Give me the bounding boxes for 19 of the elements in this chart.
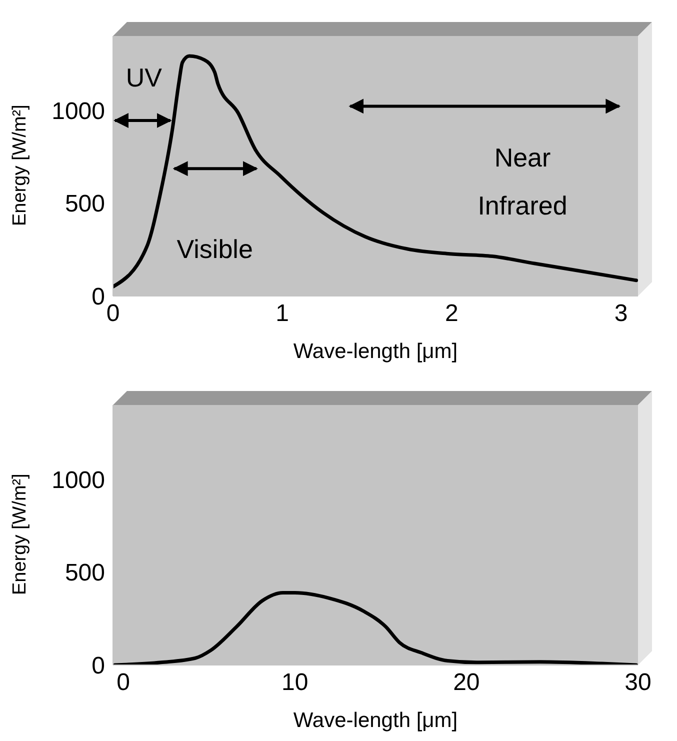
x-tick-label: 2 bbox=[445, 300, 458, 328]
y-axis-title: Energy [W/m²] bbox=[10, 104, 31, 226]
x-tick-label: 30 bbox=[624, 669, 652, 696]
x-tick-label: 20 bbox=[453, 669, 480, 696]
x-axis-title: Wave-length [μm] bbox=[293, 709, 458, 732]
y-tick-label: 1000 bbox=[52, 98, 105, 125]
y-tick-label: 1000 bbox=[52, 466, 105, 494]
y-tick-label: 500 bbox=[64, 190, 105, 218]
x-tick-label: 3 bbox=[614, 300, 628, 328]
annotation: UV bbox=[126, 62, 163, 93]
x-axis-title: Wave-length [μm] bbox=[293, 340, 458, 363]
y-tick-label: 500 bbox=[64, 560, 105, 587]
line-series bbox=[113, 54, 638, 288]
y-axis-title: Energy [W/m²] bbox=[10, 474, 31, 595]
x-tick-label: 0 bbox=[116, 669, 130, 696]
annotation: Visible bbox=[176, 234, 253, 264]
x-tick-label: 10 bbox=[282, 669, 308, 696]
x-tick-label: 1 bbox=[276, 300, 290, 328]
annotation: Near Infrared bbox=[478, 142, 568, 221]
